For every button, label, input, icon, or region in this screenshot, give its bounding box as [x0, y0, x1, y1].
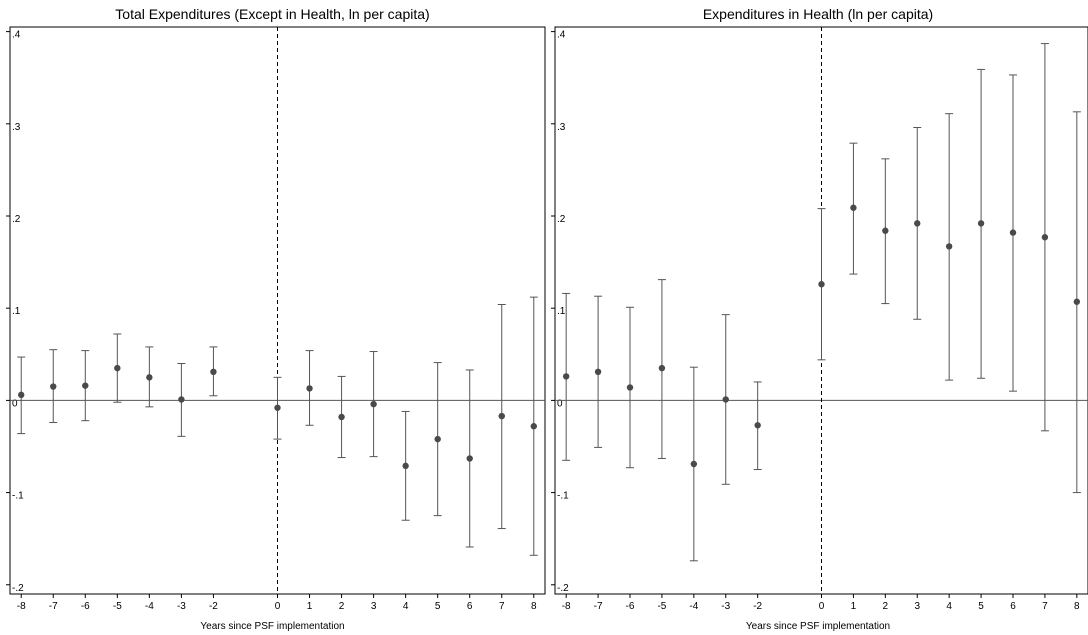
x-tick-label: 6	[1010, 601, 1016, 612]
data-point	[50, 383, 57, 390]
x-tick-label: 6	[467, 601, 473, 612]
data-point	[1073, 298, 1081, 305]
x-tick-label: -5	[657, 601, 666, 612]
data-point	[370, 400, 377, 408]
x-tick-label: 4	[403, 601, 409, 612]
data-point	[402, 462, 409, 470]
data-point	[466, 455, 473, 462]
data-point	[562, 373, 570, 380]
x-tick-label: -8	[17, 601, 26, 612]
chart-title: Total Expenditures (Except in Health, ln…	[115, 6, 429, 22]
data-point	[146, 374, 153, 381]
y-tick-label: .4	[557, 30, 566, 41]
data-point	[18, 391, 25, 399]
data-point	[690, 460, 698, 468]
x-tick-label: -8	[562, 601, 571, 612]
x-tick-label: -7	[594, 601, 603, 612]
x-tick-label: -4	[145, 601, 154, 612]
chart-panel-total-expenditures: Total Expenditures (Except in Health, ln…	[6, 6, 546, 632]
y-tick-label: .2	[557, 214, 566, 225]
x-tick-label: -3	[177, 601, 186, 612]
x-tick-label: 7	[499, 601, 505, 612]
x-tick-label: 2	[339, 601, 345, 612]
x-tick-label: 0	[819, 601, 825, 612]
x-tick-label: -2	[209, 601, 218, 612]
data-point	[722, 396, 729, 403]
data-point	[658, 364, 666, 372]
x-tick-label: 3	[914, 601, 920, 612]
x-tick-label: -4	[689, 601, 698, 612]
data-point	[274, 404, 281, 411]
data-point	[945, 243, 953, 250]
y-tick-label: .3	[557, 122, 566, 133]
x-tick-label: 7	[1042, 601, 1048, 612]
x-tick-label: -6	[626, 601, 635, 612]
data-point	[850, 204, 857, 211]
x-tick-label: 8	[531, 601, 537, 612]
y-tick-label: .4	[12, 30, 21, 41]
x-tick-label: 1	[851, 601, 857, 612]
x-tick-label: 1	[307, 601, 313, 612]
y-tick-label: -.1	[12, 491, 24, 502]
y-tick-label: .2	[12, 214, 21, 225]
chart-title: Expenditures in Health (ln per capita)	[703, 6, 933, 22]
x-tick-label: -7	[49, 601, 58, 612]
x-tick-label: 4	[946, 601, 952, 612]
data-point	[914, 220, 921, 227]
x-tick-label: -3	[721, 601, 730, 612]
x-tick-label: -2	[753, 601, 762, 612]
data-point	[114, 364, 121, 372]
y-tick-label: -.1	[557, 491, 569, 502]
x-axis-title: Years since PSF implementation	[746, 621, 890, 632]
x-tick-label: 3	[371, 601, 377, 612]
x-tick-label: 5	[978, 601, 984, 612]
data-point	[530, 423, 537, 430]
data-point	[82, 382, 89, 389]
x-tick-label: -6	[81, 601, 90, 612]
x-tick-label: 5	[435, 601, 441, 612]
y-tick-label: .1	[557, 306, 566, 317]
data-point	[1009, 229, 1017, 236]
y-tick-label: .3	[12, 122, 21, 133]
y-tick-label: 0	[557, 398, 563, 409]
y-tick-label: 0	[12, 398, 18, 409]
x-tick-label: 0	[275, 601, 281, 612]
x-tick-label: 8	[1074, 601, 1080, 612]
data-point	[626, 384, 634, 391]
data-point	[498, 412, 505, 420]
data-point	[818, 281, 825, 288]
data-point	[338, 413, 345, 421]
data-point	[434, 435, 441, 443]
data-point	[882, 227, 889, 234]
data-point	[977, 220, 985, 227]
data-point	[754, 422, 761, 429]
x-tick-label: 2	[883, 601, 889, 612]
data-point	[594, 368, 602, 376]
y-tick-label: -.2	[12, 583, 24, 594]
data-point	[1041, 234, 1049, 241]
chart-panel-health-expenditures: Expenditures in Health (ln per capita) Y…	[551, 6, 1088, 632]
x-axis-title: Years since PSF implementation	[200, 621, 344, 632]
x-tick-label: -5	[113, 601, 122, 612]
data-point	[306, 385, 313, 392]
data-point	[210, 368, 217, 376]
data-point	[178, 396, 185, 403]
y-tick-label: -.2	[557, 583, 569, 594]
y-tick-label: .1	[12, 306, 21, 317]
